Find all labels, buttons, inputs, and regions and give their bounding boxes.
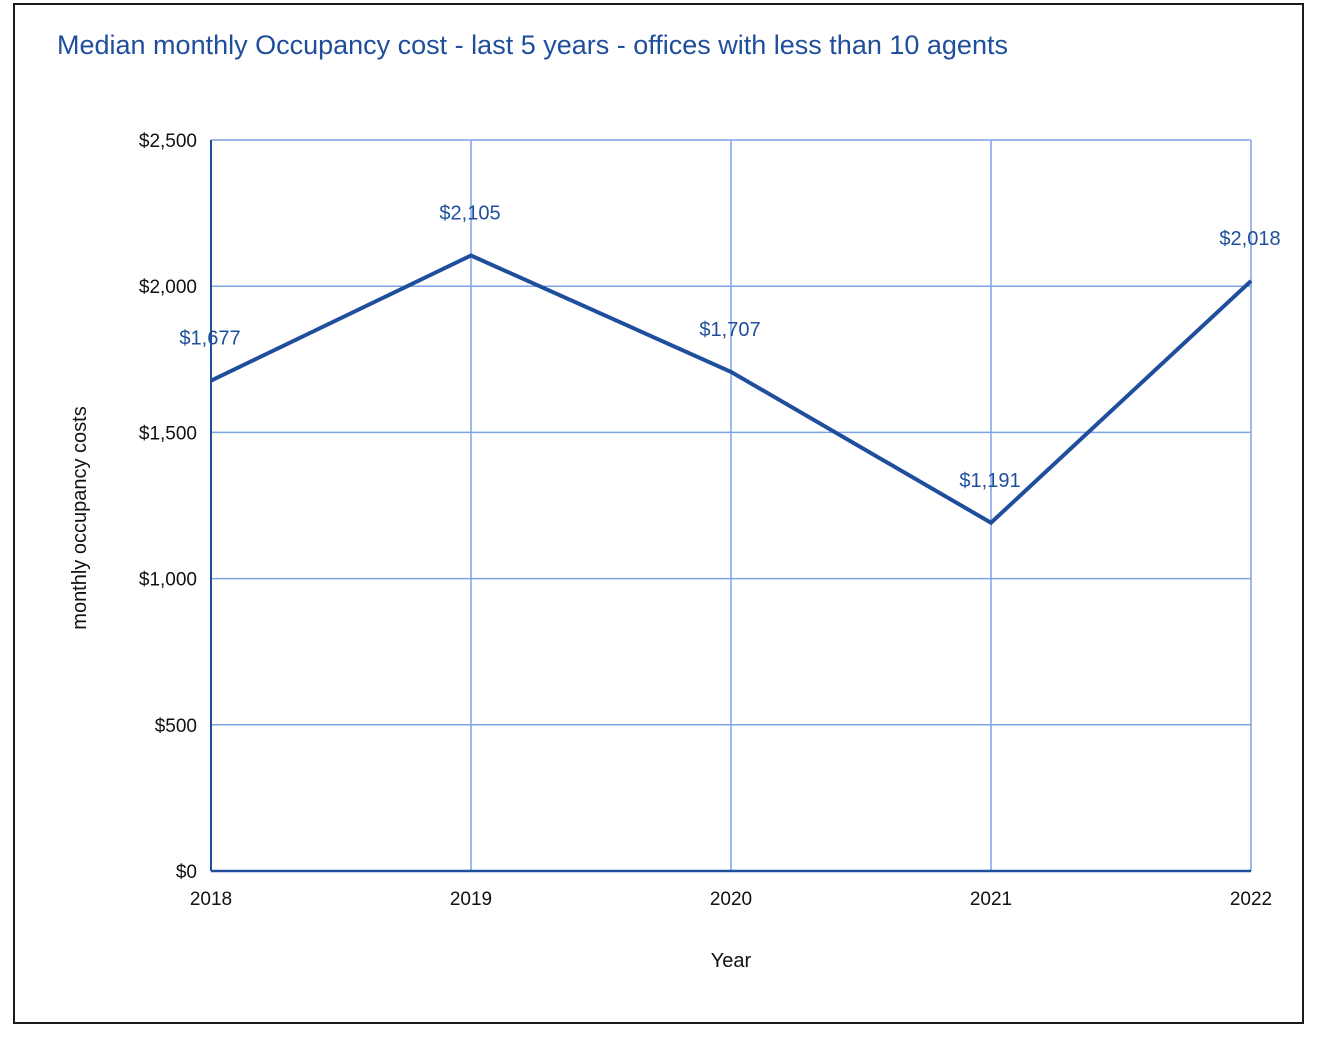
chart-title: Median monthly Occupancy cost - last 5 y… xyxy=(57,30,1008,60)
data-labels: $1,677 $2,105 $1,707 $1,191 $2,018 xyxy=(179,202,1280,491)
y-tick-label: $1,000 xyxy=(139,570,197,591)
x-tick-label: 2019 xyxy=(450,889,492,910)
x-tick-label: 2018 xyxy=(190,889,232,910)
data-label: $1,677 xyxy=(179,328,240,350)
y-tick-label: $500 xyxy=(155,716,197,737)
axes xyxy=(210,140,1251,873)
x-tick-label: 2022 xyxy=(1230,889,1272,910)
y-tick-label: $2,500 xyxy=(139,131,197,152)
y-tick-label: $1,500 xyxy=(139,423,197,444)
y-axis-title: monthly occupancy costs xyxy=(69,406,91,629)
x-axis-title: Year xyxy=(711,950,752,972)
data-label: $2,105 xyxy=(439,202,500,224)
chart-frame xyxy=(13,3,1304,1024)
series xyxy=(210,253,1253,526)
y-tick-label: $0 xyxy=(176,862,197,883)
x-tick-label: 2020 xyxy=(710,889,752,910)
gridlines xyxy=(211,139,1252,871)
data-label: $2,018 xyxy=(1219,228,1280,250)
data-label: $1,707 xyxy=(699,319,760,341)
x-tick-label: 2021 xyxy=(970,889,1012,910)
x-tick-labels: 2018 2019 2020 2021 2022 xyxy=(190,889,1272,910)
y-tick-label: $2,000 xyxy=(139,277,197,298)
data-label: $1,191 xyxy=(959,470,1020,492)
y-tick-labels: $0 $500 $1,000 $1,500 $2,000 $2,500 xyxy=(139,131,197,883)
